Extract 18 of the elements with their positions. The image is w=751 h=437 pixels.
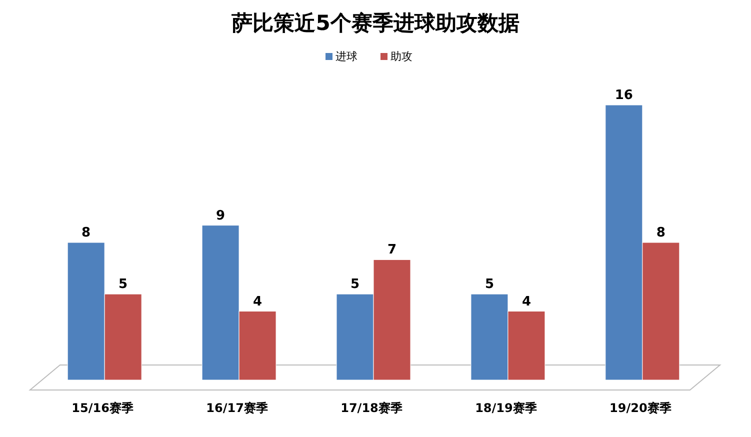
data-label: 5: [118, 277, 128, 292]
data-label: 8: [656, 226, 666, 240]
data-label: 9: [216, 208, 226, 224]
data-label: 5: [350, 277, 360, 292]
data-label: 16: [614, 88, 633, 103]
data-label: 4: [522, 294, 531, 310]
x-tick-label: 15/16赛季: [72, 401, 134, 415]
x-tick-label: 18/19赛季: [475, 401, 538, 415]
data-label: 8: [82, 226, 91, 240]
legend-label: 进球: [336, 50, 358, 63]
legend-label: 助攻: [390, 50, 412, 63]
data-label: 7: [387, 242, 397, 258]
x-tick-label: 17/18赛季: [340, 401, 404, 415]
data-label: 5: [484, 277, 494, 292]
x-tick-label: 19/20赛季: [610, 401, 672, 415]
x-tick-label: 16/17赛季: [206, 401, 269, 415]
data-label: 4: [253, 294, 262, 310]
chart-title: 萨比策近5个赛季进球助攻数据: [230, 11, 520, 35]
